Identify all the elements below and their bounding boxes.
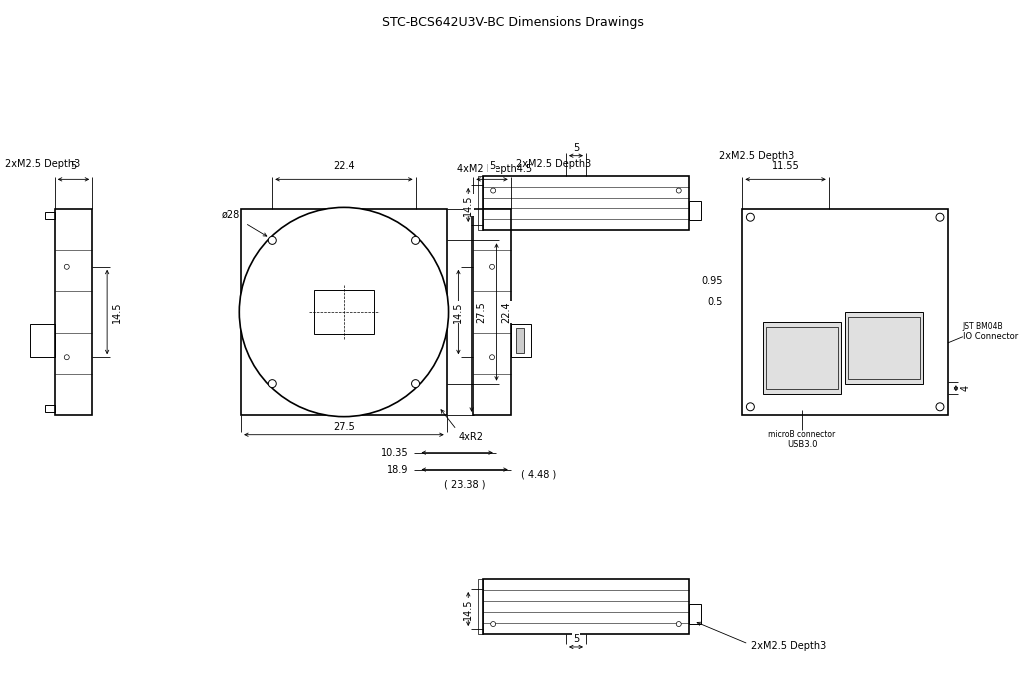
Text: 5: 5 <box>489 162 495 172</box>
Text: 10.35: 10.35 <box>381 447 409 458</box>
Text: 5: 5 <box>573 143 579 153</box>
Circle shape <box>677 188 681 193</box>
Bar <box>689 604 700 624</box>
Circle shape <box>936 214 943 221</box>
Circle shape <box>412 237 419 244</box>
Text: USB3.0: USB3.0 <box>787 440 817 449</box>
Text: 2xM2.5 Depth3: 2xM2.5 Depth3 <box>5 160 80 169</box>
Bar <box>314 290 374 335</box>
Text: JST BM04B: JST BM04B <box>963 322 1003 331</box>
Text: 14.5: 14.5 <box>453 301 464 323</box>
Text: 5: 5 <box>70 162 76 172</box>
Bar <box>689 200 700 220</box>
Bar <box>45 212 55 219</box>
Circle shape <box>490 622 495 626</box>
Bar <box>478 176 483 230</box>
Text: microB connector: microB connector <box>768 430 835 439</box>
Bar <box>846 312 923 384</box>
Text: 27.5: 27.5 <box>333 421 354 432</box>
Bar <box>55 209 92 415</box>
Circle shape <box>489 265 494 270</box>
Bar <box>766 328 838 389</box>
Bar <box>45 405 55 412</box>
Bar <box>743 209 948 415</box>
Bar <box>478 579 483 634</box>
Text: 11.55: 11.55 <box>771 162 799 172</box>
Circle shape <box>489 355 494 360</box>
Text: 14.5: 14.5 <box>112 301 123 323</box>
Circle shape <box>239 207 448 416</box>
Text: 2xM2.5 Depth3: 2xM2.5 Depth3 <box>516 160 591 169</box>
Circle shape <box>747 402 754 411</box>
Circle shape <box>268 379 276 388</box>
Text: 4: 4 <box>961 385 971 391</box>
Text: IO Connector: IO Connector <box>963 332 1018 341</box>
Bar <box>511 324 530 357</box>
Text: 5: 5 <box>573 634 579 644</box>
Text: 2xM2.5 Depth3: 2xM2.5 Depth3 <box>751 641 826 651</box>
Circle shape <box>268 237 276 244</box>
Text: 22.4: 22.4 <box>333 162 354 172</box>
Circle shape <box>677 622 681 626</box>
Text: ( 23.38 ): ( 23.38 ) <box>444 480 485 489</box>
Text: 0.95: 0.95 <box>701 276 722 286</box>
Text: 18.9: 18.9 <box>387 465 409 475</box>
Bar <box>483 579 689 634</box>
Text: 27.5: 27.5 <box>477 301 486 323</box>
Circle shape <box>64 355 69 360</box>
Bar <box>848 317 920 379</box>
Bar <box>763 322 842 394</box>
Bar <box>483 176 689 230</box>
Bar <box>516 328 523 353</box>
Bar <box>474 209 511 415</box>
Text: ( 4.48 ): ( 4.48 ) <box>521 470 556 480</box>
Text: 4xM2 Depth4.5: 4xM2 Depth4.5 <box>456 164 531 174</box>
Text: ø28: ø28 <box>221 210 240 220</box>
Text: 4xR2: 4xR2 <box>458 432 484 442</box>
Circle shape <box>936 402 943 411</box>
Circle shape <box>490 188 495 193</box>
Bar <box>241 209 447 415</box>
Circle shape <box>747 214 754 221</box>
Text: 2xM2.5 Depth3: 2xM2.5 Depth3 <box>719 150 794 161</box>
Text: 22.4: 22.4 <box>502 301 512 323</box>
Text: 14.5: 14.5 <box>464 194 473 216</box>
Circle shape <box>64 265 69 270</box>
Text: 14.5: 14.5 <box>464 598 473 620</box>
Bar <box>30 324 55 357</box>
Circle shape <box>412 379 419 388</box>
Text: STC-BCS642U3V-BC Dimensions Drawings: STC-BCS642U3V-BC Dimensions Drawings <box>382 16 644 29</box>
Text: 0.5: 0.5 <box>708 297 722 307</box>
